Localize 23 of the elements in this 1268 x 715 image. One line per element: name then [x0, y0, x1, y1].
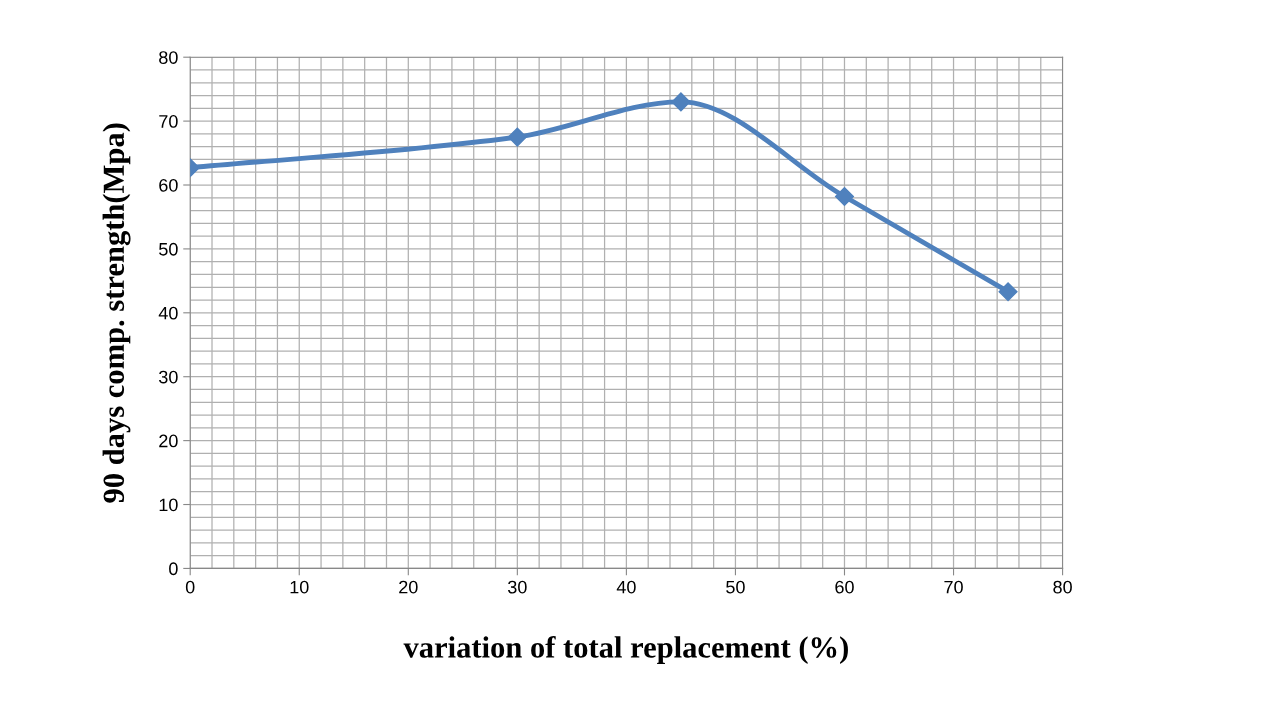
y-tick-label: 40 — [158, 306, 178, 320]
point — [671, 92, 691, 112]
y-tick-label: 20 — [159, 434, 178, 448]
x-axis-title: variation of total replacement (%) — [403, 635, 848, 664]
x-tick-label: 10 — [290, 580, 309, 594]
y-tick-label: 0 — [169, 562, 178, 576]
y-tick-label: 50 — [159, 242, 178, 256]
y-tick-label: 60 — [159, 178, 178, 192]
x-tick-label: 70 — [944, 580, 963, 594]
point — [998, 282, 1018, 302]
x-tick-label: 40 — [616, 580, 636, 594]
x-tick-label: 0 — [185, 580, 195, 594]
y-axis-title: 90 days comp. strength(Mpa) — [102, 123, 131, 503]
x-tick-label: 30 — [507, 580, 527, 594]
x-tick-label: 60 — [835, 580, 854, 594]
y-tick-label: 70 — [159, 115, 178, 128]
x-tick-label: 50 — [726, 580, 745, 594]
y-tick-label: 10 — [159, 498, 178, 512]
y-tick-label: 30 — [159, 370, 178, 384]
x-tick-label: 20 — [399, 580, 418, 594]
y-tick-label: 80 — [159, 51, 178, 64]
x-tick-label: 80 — [1053, 580, 1072, 594]
point — [834, 186, 855, 207]
